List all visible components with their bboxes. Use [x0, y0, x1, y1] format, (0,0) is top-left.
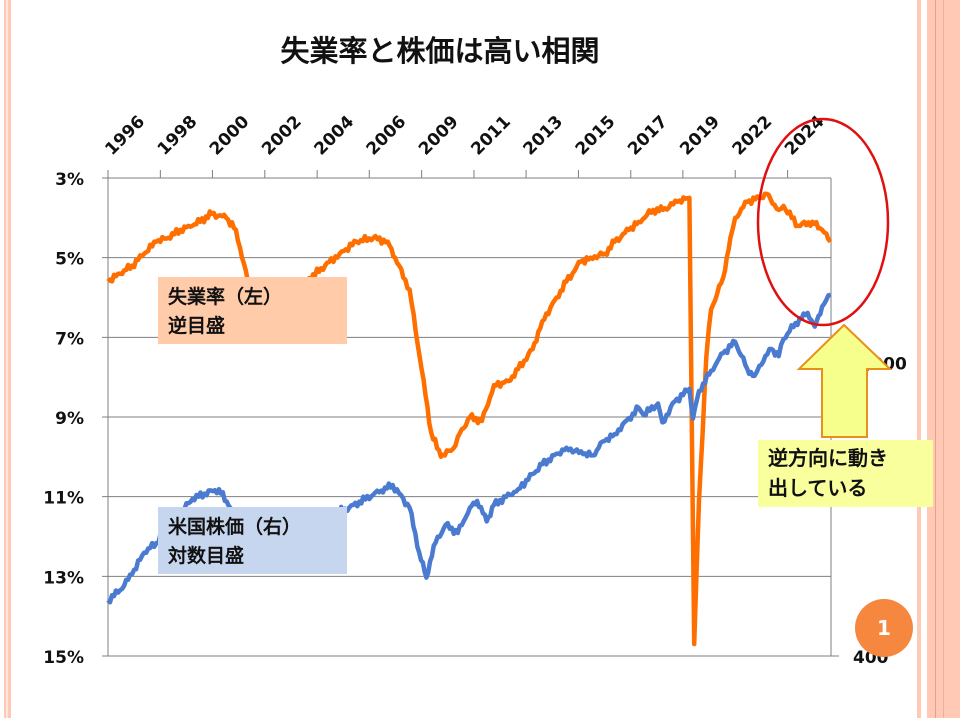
x-tick-label: 1998	[154, 112, 202, 160]
x-tick-label: 2013	[519, 112, 567, 160]
x-tick-label: 2009	[415, 112, 463, 160]
left-tick-label: 3%	[55, 170, 84, 190]
gridlines	[102, 177, 831, 657]
left-tick-label: 5%	[55, 250, 84, 270]
left-tick-label: 15%	[43, 648, 84, 668]
x-tick-label: 2011	[467, 112, 515, 160]
stock-label-line1: 米国株価（右）	[168, 516, 302, 538]
x-tick-label: 2019	[676, 112, 724, 160]
stock-label-line2: 対数目盛	[168, 545, 245, 567]
right-border-band	[927, 0, 960, 718]
x-tick-label: 2024	[781, 112, 829, 160]
x-tick-label: 2022	[729, 112, 777, 160]
callout-line1: 逆方向に動き	[768, 446, 888, 470]
x-tick-label: 2002	[258, 112, 306, 160]
x-tick-label: 2000	[206, 112, 254, 160]
unemployment-label-line1: 失業率（左）	[168, 286, 283, 308]
callout-box: 逆方向に動き 出している	[758, 440, 933, 507]
x-axis: 1996 1998 2000 2002 2004 2006 2009 2011 2013 2015…	[101, 112, 829, 178]
stock-price-line	[106, 292, 832, 605]
series-lines	[106, 191, 833, 647]
left-tick-label: 9%	[55, 409, 84, 429]
right-border-stripe	[917, 0, 921, 718]
left-tick-label: 11%	[43, 489, 84, 509]
right-tick-label: 4,000	[853, 354, 907, 374]
unemployment-line	[106, 191, 833, 647]
left-tick-label: 7%	[55, 329, 84, 349]
x-tick-label: 2004	[311, 112, 359, 160]
stock-label: 米国株価（右） 対数目盛	[158, 507, 347, 574]
x-tick-label: 2015	[572, 112, 620, 160]
left-border-stripe	[4, 0, 11, 718]
callout-line2: 出している	[768, 476, 868, 500]
page-number-badge: 1	[855, 599, 913, 657]
x-tick-label: 2006	[363, 112, 411, 160]
unemployment-label: 失業率（左） 逆目盛	[158, 277, 347, 344]
unemployment-label-line2: 逆目盛	[168, 315, 226, 337]
x-tick-label: 1996	[101, 112, 149, 160]
x-tick-label: 2017	[624, 112, 672, 160]
slide-title: 失業率と株価は高い相関	[280, 34, 600, 68]
left-y-axis: 3% 5% 7% 9% 11% 13% 15%	[43, 170, 109, 668]
left-tick-label: 13%	[43, 568, 84, 588]
